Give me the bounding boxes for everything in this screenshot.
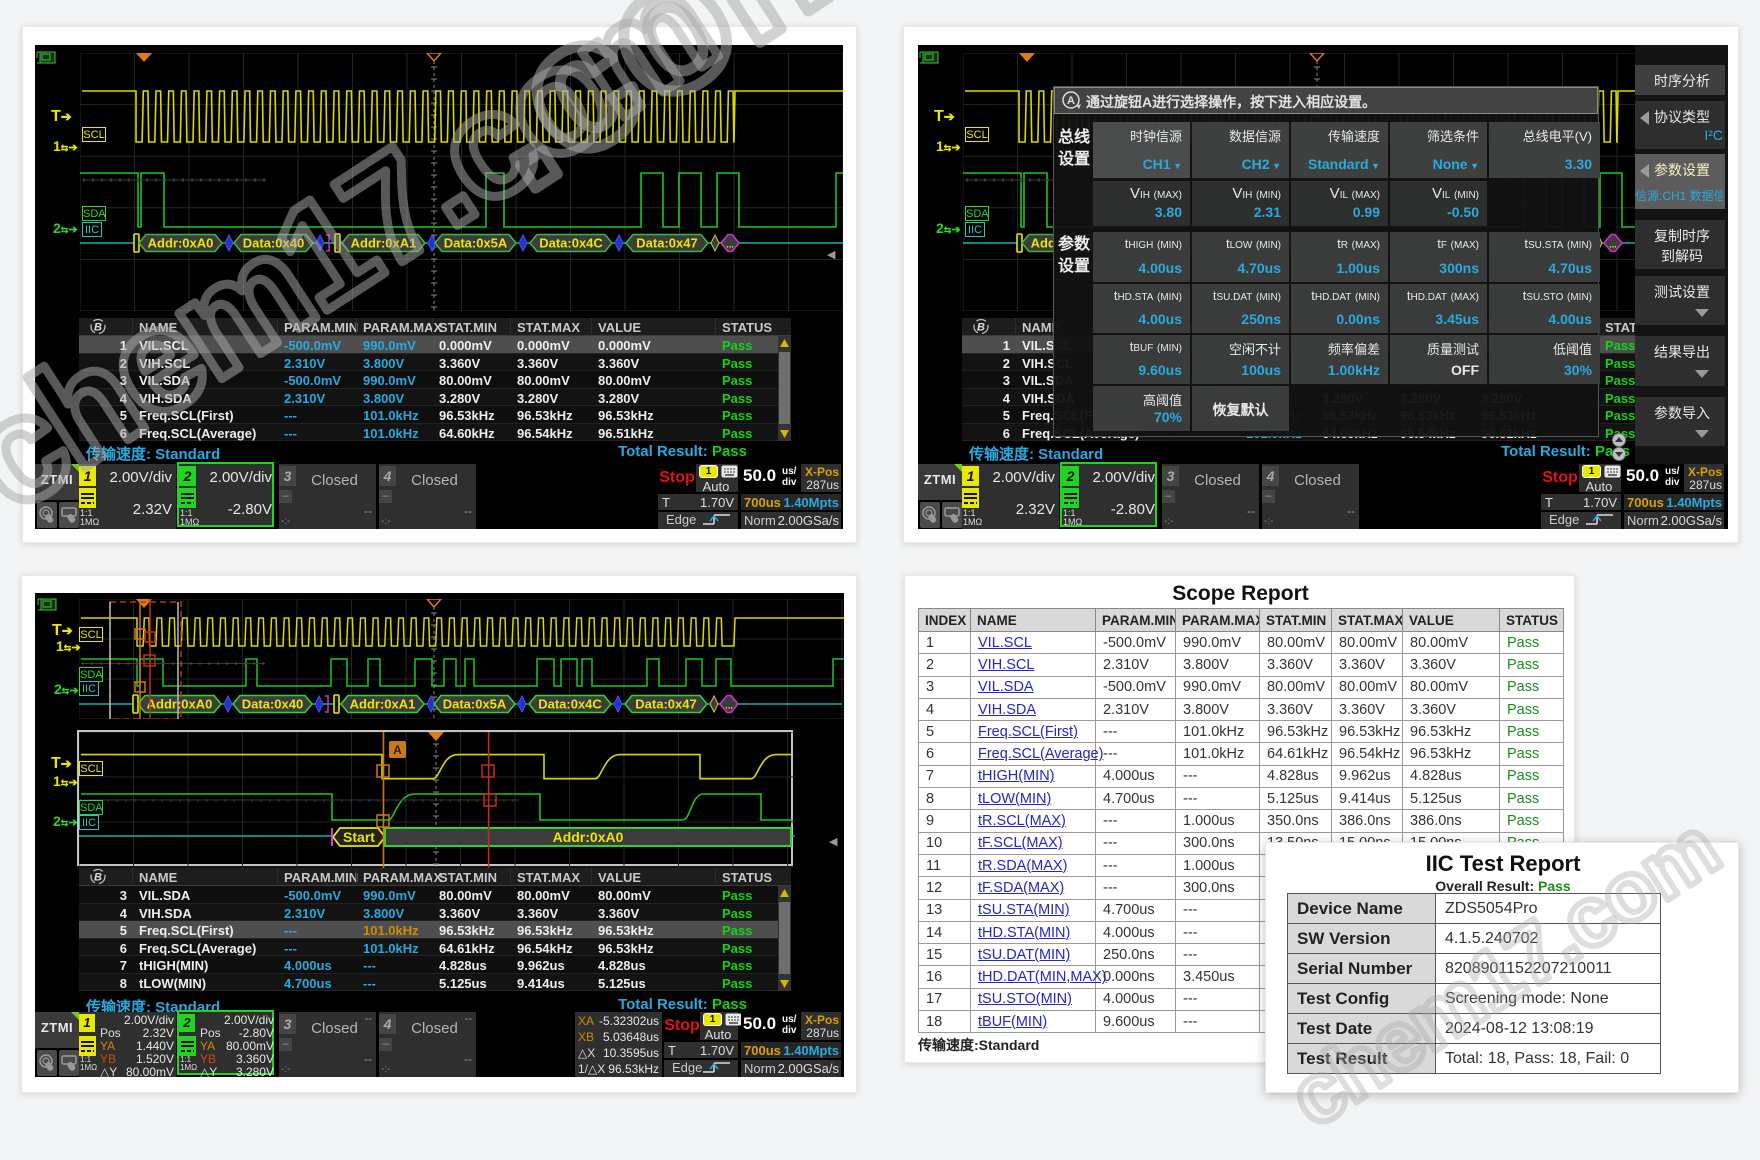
svg-text:A: A — [1067, 95, 1075, 107]
svg-text:...: ... — [725, 701, 733, 711]
svg-text:B: B — [94, 322, 102, 334]
svg-text:Data:0x4C: Data:0x4C — [538, 697, 602, 712]
svg-text:Data:0x40: Data:0x40 — [243, 236, 304, 251]
svg-text:Addr:0xA1: Addr:0xA1 — [350, 697, 416, 712]
svg-text:B: B — [94, 872, 102, 884]
svg-text:Data:0x47: Data:0x47 — [635, 697, 696, 712]
svg-text:Data:0x5A: Data:0x5A — [444, 236, 508, 251]
svg-text:Data:0x5A: Data:0x5A — [443, 697, 507, 712]
svg-text:...: ... — [726, 240, 734, 250]
svg-text:Addr:0xA0: Addr:0xA0 — [147, 697, 213, 712]
svg-text:Data:0x40: Data:0x40 — [242, 697, 303, 712]
svg-text:Addr:0xA1: Addr:0xA1 — [351, 236, 417, 251]
svg-text:A: A — [393, 743, 402, 757]
svg-text:B: B — [977, 322, 985, 334]
svg-text:Addr:0xA0: Addr:0xA0 — [553, 829, 624, 845]
svg-text:Data:0x4C: Data:0x4C — [539, 236, 603, 251]
svg-text:Start: Start — [343, 829, 375, 845]
svg-text:...: ... — [1609, 240, 1617, 250]
svg-text:Data:0x47: Data:0x47 — [636, 236, 697, 251]
svg-text:Addr:0xA0: Addr:0xA0 — [148, 236, 214, 251]
